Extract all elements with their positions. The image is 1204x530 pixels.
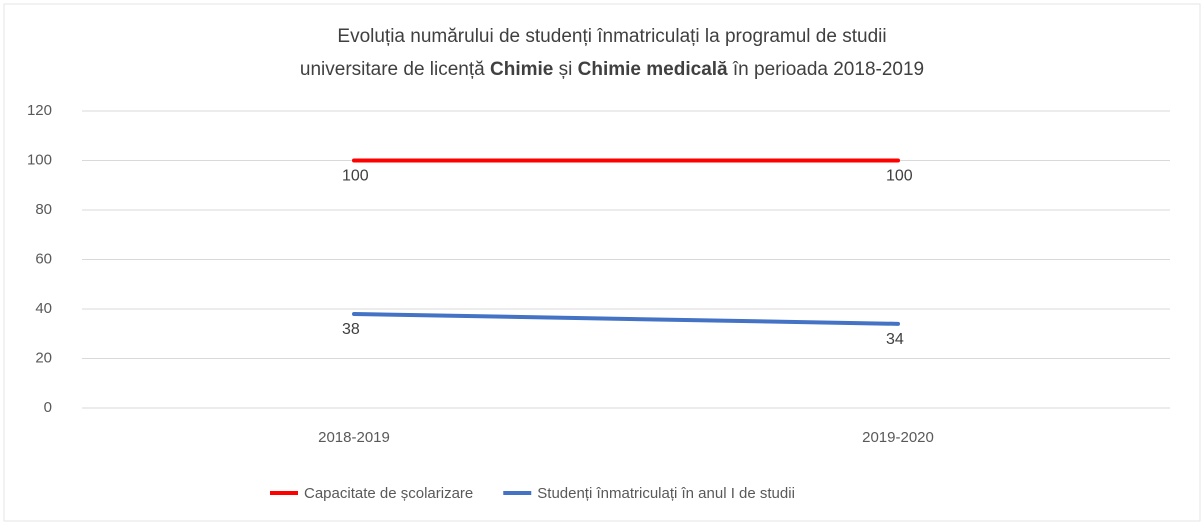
title-part: Chimie bbox=[490, 59, 553, 80]
chart-title-line2: universitare de licență Chimie și Chimie… bbox=[300, 59, 924, 80]
legend-label: Studenți înmatriculați în anul I de stud… bbox=[537, 485, 795, 502]
x-tick-label: 2018-2019 bbox=[318, 429, 390, 446]
title-part: și bbox=[559, 59, 573, 80]
y-tick-label: 40 bbox=[35, 300, 52, 317]
y-tick-label: 20 bbox=[35, 349, 52, 366]
y-tick-label: 120 bbox=[27, 102, 52, 119]
title-part: universitare de licență bbox=[300, 59, 485, 80]
chart-title-line1: Evoluția numărului de studenți înmatricu… bbox=[337, 26, 886, 47]
title-part: în perioada 2018-2019 bbox=[732, 59, 924, 80]
x-tick-label: 2019-2020 bbox=[862, 429, 934, 446]
y-tick-label: 0 bbox=[44, 399, 52, 416]
y-tick-label: 100 bbox=[27, 151, 52, 168]
y-tick-label: 80 bbox=[35, 201, 52, 218]
legend-label: Capacitate de școlarizare bbox=[304, 485, 473, 502]
series-line bbox=[352, 311, 900, 326]
data-label: 38 bbox=[342, 321, 360, 338]
y-tick-label: 60 bbox=[35, 250, 52, 267]
title-part: Chimie medicală bbox=[578, 59, 728, 80]
data-label: 100 bbox=[886, 168, 913, 185]
data-label: 100 bbox=[342, 168, 369, 185]
chart-frame bbox=[3, 3, 1201, 522]
data-label: 34 bbox=[886, 331, 904, 348]
